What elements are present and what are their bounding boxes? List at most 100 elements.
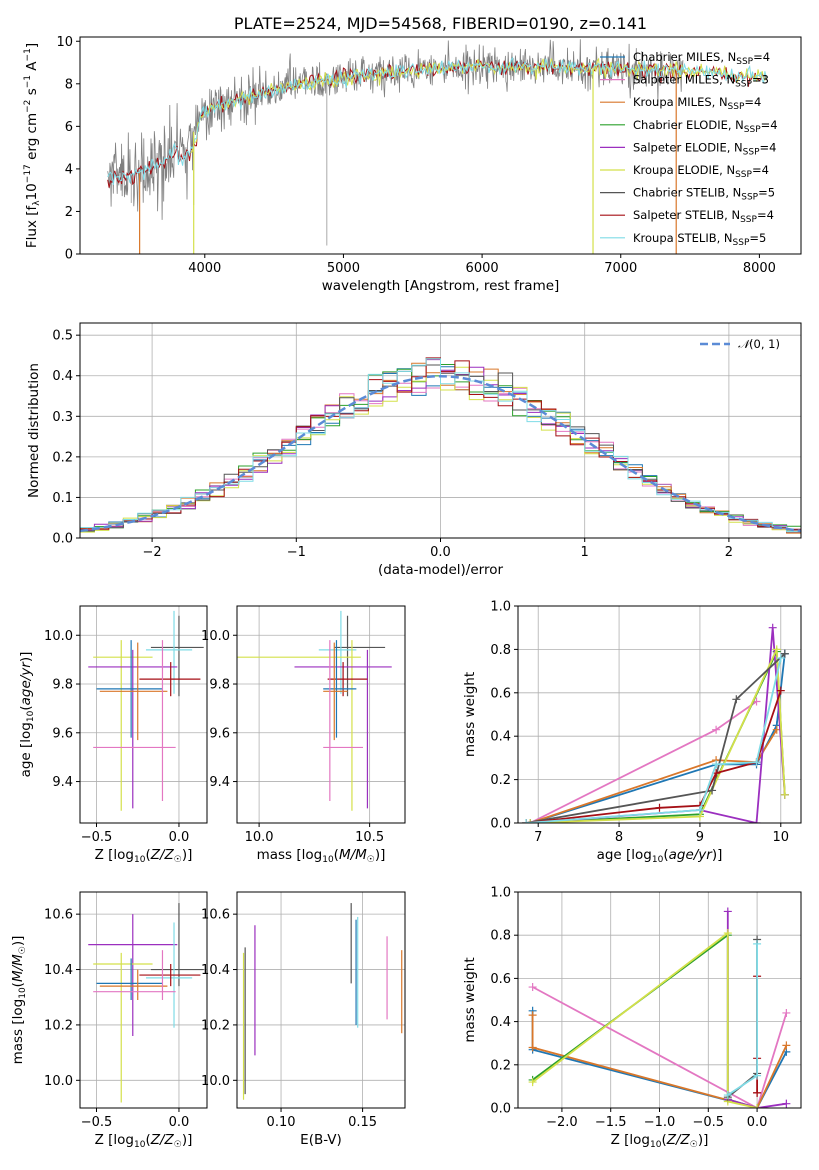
- weight-marker-elodie_salpeter: [768, 623, 777, 632]
- plot-area: [242, 903, 403, 1100]
- y-tick-label: 10.2: [201, 1018, 230, 1033]
- legend-label: Kroupa STELIB, NSSP=5: [633, 231, 766, 248]
- weight-marker-stelib_salpeter: [655, 803, 664, 812]
- x-tick-label: −1.0: [644, 1115, 676, 1130]
- y-tick-label: 0.2: [490, 773, 511, 788]
- y-tick-label: 10: [56, 35, 73, 50]
- plot-area: [528, 907, 791, 1108]
- weight-marker-elodie_kroupa: [528, 1078, 537, 1087]
- weight-marker-stelib_chabrier: [780, 649, 789, 658]
- weight-line-elodie_kroupa: [530, 649, 786, 823]
- weight-marker-miles_salpeter: [782, 1008, 791, 1017]
- y-axis-label: mass weight: [462, 957, 478, 1042]
- axes-frame: [236, 891, 406, 1109]
- model-spectrum-stelib_kroupa: [107, 56, 767, 185]
- weight-marker-stelib_kroupa: [522, 819, 531, 823]
- y-tick-label: 0.0: [52, 532, 73, 547]
- y-axis-label: Flux [fλ10−17 erg cm−2 s−1 A−1]: [23, 43, 42, 248]
- mass-vs-extinction-panel: 0.10 0.15 10.0 10.2 10.4 10.6 E(B-V): [201, 891, 406, 1148]
- residual-histogram-stelib_kroupa: [80, 358, 801, 532]
- weight-line-miles_kroupa: [531, 1015, 788, 1108]
- legend-label: Kroupa MILES, NSSP=4: [633, 95, 761, 112]
- weight-marker-stelib_chabrier: [708, 786, 717, 795]
- weight-marker-stelib_kroupa: [753, 939, 762, 948]
- weight-marker-stelib_kroupa: [752, 758, 761, 767]
- y-tick-label: 10.0: [44, 1074, 73, 1089]
- weight-marker-elodie_kroupa: [526, 819, 535, 823]
- legend-label: Salpeter MILES, NSSP=3: [633, 73, 769, 90]
- y-tick-label: 8: [65, 77, 73, 92]
- weight-marker-stelib_kroupa: [723, 1091, 732, 1100]
- y-tick-label: 0.0: [490, 817, 511, 832]
- legend-label: Chabrier STELIB, NSSP=5: [633, 186, 775, 203]
- chart-title: PLATE=2524, MJD=54568, FIBERID=0190, z=0…: [234, 14, 647, 33]
- x-tick-label: 7: [534, 830, 542, 845]
- y-tick-label: 9.6: [52, 726, 73, 741]
- weight-marker-elodie_salpeter: [752, 819, 761, 823]
- weight-marker-elodie_salpeter: [782, 1099, 791, 1108]
- weight-marker-miles_kroupa: [528, 1011, 537, 1020]
- x-tick-label: −1.5: [595, 1115, 627, 1130]
- weight-marker-miles_kroupa: [528, 1043, 537, 1052]
- weight-marker-elodie_kroupa: [753, 1104, 762, 1108]
- y-tick-label: 10.0: [44, 629, 73, 644]
- x-tick-label: 0.10: [267, 1115, 296, 1130]
- x-tick-label: −2: [143, 545, 162, 560]
- plot-area: [80, 357, 801, 534]
- weight-marker-stelib_kroupa: [695, 805, 704, 814]
- x-axis-label: wavelength [Angstrom, rest frame]: [322, 278, 560, 294]
- x-axis-label: (data-model)/error: [378, 562, 504, 578]
- x-tick-label: 0.0: [747, 1115, 768, 1130]
- x-tick-label: 0.0: [169, 830, 190, 845]
- x-tick-label: −0.5: [693, 1115, 725, 1130]
- model-spectrum-elodie_kroupa: [190, 57, 767, 154]
- weight-marker-stelib_kroupa: [753, 1071, 762, 1080]
- legend-label: 𝒩(0, 1): [738, 337, 780, 351]
- x-tick-label: 2: [725, 545, 733, 560]
- weight-marker-stelib_chabrier: [732, 695, 741, 704]
- weight-marker-elodie_salpeter: [723, 907, 732, 916]
- x-tick-label: −0.5: [81, 1115, 113, 1130]
- plot-area: [107, 39, 767, 254]
- x-tick-label: 0.0: [169, 1115, 190, 1130]
- normal-curve: [80, 374, 801, 533]
- weight-line-miles_kroupa: [529, 729, 778, 823]
- y-tick-label: 0.2: [490, 1058, 511, 1073]
- x-tick-label: 10.0: [245, 830, 274, 845]
- x-tick-label: 6000: [466, 261, 499, 276]
- age-vs-metallicity-panel: −0.5 0.0 9.4 9.6 9.8 10.0 Z [log10(Z/Z☉)] age […: [18, 605, 208, 865]
- y-axis-label: age [log10(age/yr)]: [18, 652, 36, 778]
- x-tick-label: −0.5: [81, 830, 113, 845]
- weight-vs-age-panel: 7 8 9 10 0.0 0.2 0.4 0.6 0.8 1.0 age [log10(age/yr…: [462, 600, 802, 865]
- y-tick-label: 0.0: [490, 1102, 511, 1117]
- y-tick-label: 10.4: [44, 963, 73, 978]
- y-tick-label: 9.4: [52, 775, 73, 790]
- legend-label: Salpeter STELIB, NSSP=4: [633, 208, 774, 225]
- y-tick-label: 0.4: [490, 1015, 511, 1030]
- x-axis-label: age [log10(age/yr)]: [597, 847, 723, 865]
- y-tick-label: 9.8: [52, 678, 73, 693]
- axes-frame: [79, 891, 208, 1109]
- y-tick-label: 4: [65, 162, 73, 177]
- weight-line-miles_chabrier: [529, 653, 786, 823]
- y-tick-label: 10.4: [201, 963, 230, 978]
- y-tick-label: 10.6: [201, 908, 230, 923]
- x-axis-label: Z [log10(Z/Z☉)]: [95, 1132, 193, 1150]
- x-tick-label: 9: [696, 830, 704, 845]
- x-tick-label: −1: [287, 545, 306, 560]
- weight-line-miles_salpeter: [529, 700, 758, 823]
- y-axis-label: mass [log10(M/M☉)]: [10, 936, 28, 1065]
- weight-marker-miles_kroupa: [782, 1041, 791, 1050]
- axes-frame: [79, 36, 802, 255]
- legend-label: Salpeter ELODIE, NSSP=4: [633, 140, 776, 157]
- x-tick-label: 10.5: [355, 830, 384, 845]
- x-axis-label: Z [log10(Z/Z☉)]: [95, 847, 193, 865]
- legend-label: Chabrier MILES, NSSP=4: [633, 50, 770, 67]
- weight-line-stelib_chabrier: [727, 939, 758, 1098]
- y-tick-label: 0.4: [52, 369, 73, 384]
- legend-label: Kroupa ELODIE, NSSP=4: [633, 163, 769, 180]
- y-tick-label: 10.2: [44, 1018, 73, 1033]
- y-tick-label: 10.0: [201, 1074, 230, 1089]
- plot-area: [88, 903, 204, 1103]
